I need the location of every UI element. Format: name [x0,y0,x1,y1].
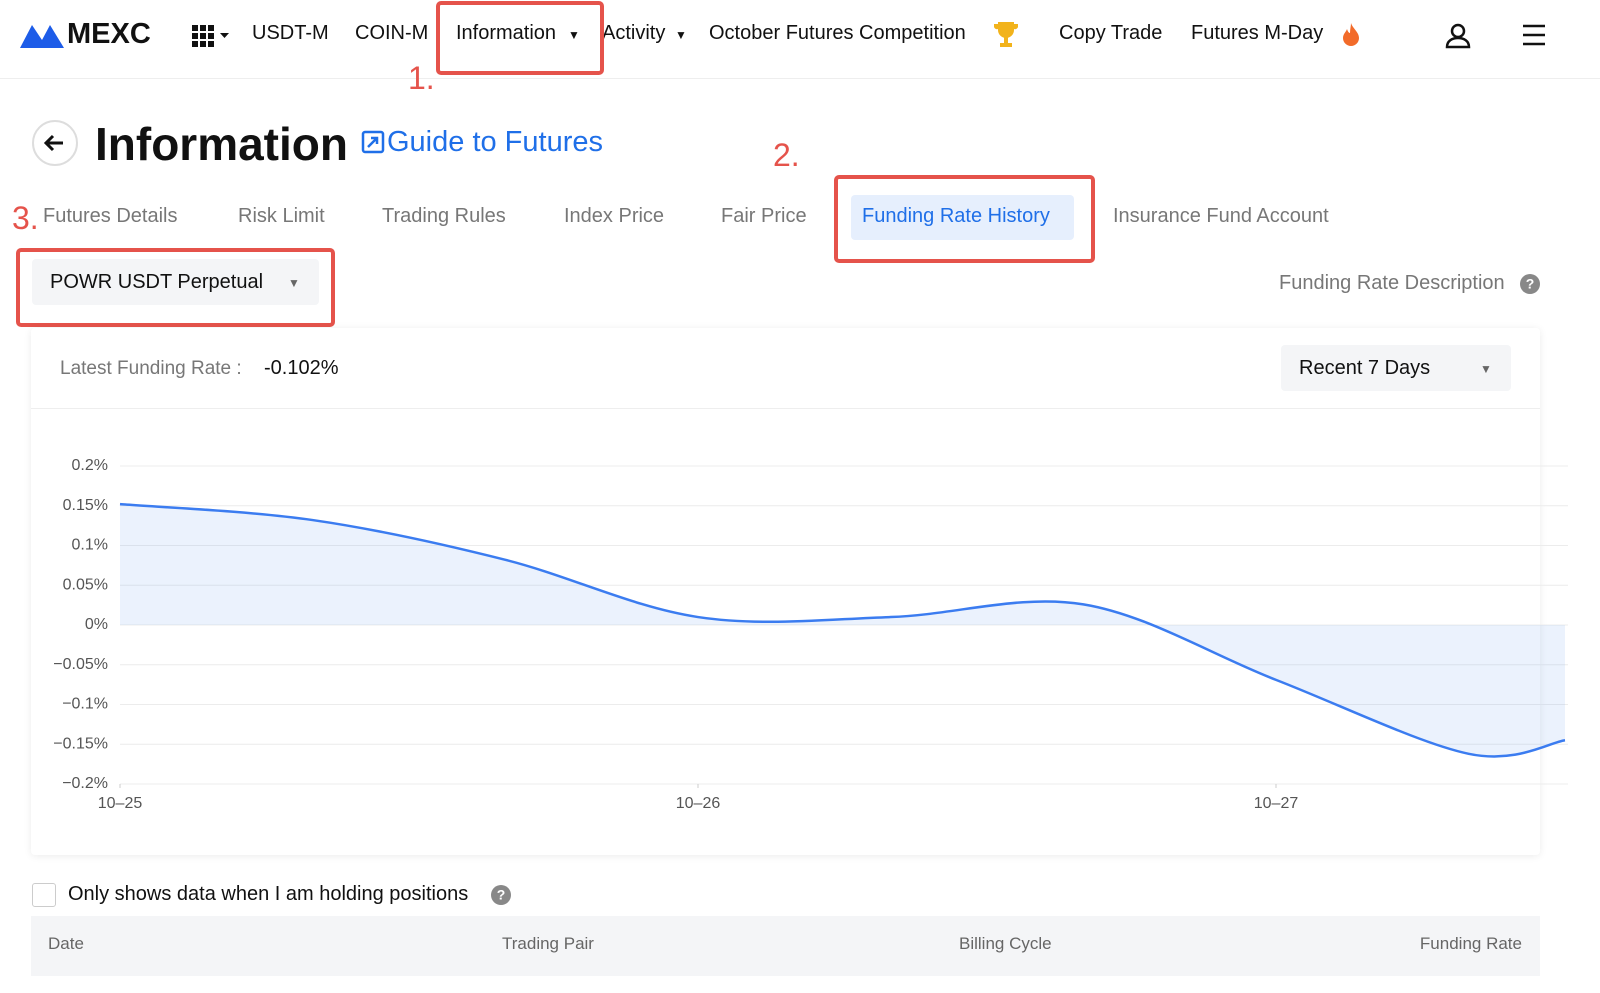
y-tick-label: −0.05% [53,656,108,673]
description-link[interactable]: Funding Rate Description [1279,272,1505,294]
tab[interactable]: Insurance Fund Account [1113,205,1329,227]
filter-label: Only shows data when I am holding positi… [68,883,469,905]
y-tick-label: −0.2% [62,775,108,792]
page-title: Information [95,118,348,170]
column-header: Trading Pair [502,934,594,953]
y-tick-label: 0.1% [72,537,108,554]
back-button[interactable] [31,119,79,167]
range-select[interactable] [1281,345,1511,391]
y-tick-label: 0.2% [72,457,108,474]
help-icon: ? [491,885,511,905]
y-tick-label: −0.15% [53,735,108,752]
latest-value: -0.102% [264,357,339,379]
tab-active[interactable]: Funding Rate History [862,205,1050,227]
highlight-box [16,248,335,327]
latest-label: Latest Funding Rate : [60,358,242,379]
caret: ▼ [568,28,580,42]
nav-item[interactable]: Copy Trade [1059,22,1163,44]
x-tick-label: 10–26 [676,795,721,812]
checkbox[interactable] [32,883,56,907]
tab[interactable]: Index Price [564,205,665,227]
tab[interactable]: Futures Details [43,205,178,227]
logo[interactable]: MEXC [67,18,151,50]
x-tick-label: 10–25 [98,795,143,812]
nav-bar [0,0,1600,79]
nav-item[interactable]: COIN-M [355,22,429,44]
contract-select[interactable] [32,259,319,305]
apps-icon[interactable] [192,25,230,47]
nav-item[interactable]: Information [456,22,557,44]
area [120,504,1565,757]
divider [31,408,1540,409]
nav-item[interactable]: Futures M-Day [1191,22,1324,44]
active-tab-bg [851,195,1074,240]
menu-icon[interactable] [1522,24,1546,46]
user-icon[interactable] [1444,22,1472,50]
y-tick-label: 0.05% [63,576,108,593]
svg-text:?: ? [497,887,506,903]
caret: ▼ [675,28,687,42]
guide-link[interactable]: Guide to Futures [387,126,603,158]
svg-text:?: ? [1526,276,1535,292]
y-tick-label: 0% [85,616,108,633]
annotation: 3. [12,200,39,236]
nav-item[interactable]: October Futures Competition [709,22,966,44]
y-tick-label: 0.15% [63,497,108,514]
range-text: Recent 7 Days [1299,357,1431,379]
nav-item[interactable]: Activity [602,22,666,44]
caret: ▼ [1480,362,1492,376]
tab[interactable]: Fair Price [721,205,807,227]
annotation: 1. [408,60,435,96]
column-header: Billing Cycle [959,934,1052,953]
line [119,502,1566,758]
guide-icon [361,130,385,154]
column-header: Date [48,934,84,953]
trophy-icon [994,22,1018,47]
logo-icon [20,25,64,48]
select-text: POWR USDT Perpetual [50,271,264,293]
highlight-box [436,1,604,75]
table-header [31,916,1540,976]
nav-item[interactable]: USDT-M [252,22,329,44]
highlight-box [834,175,1095,263]
x-tick-label: 10–27 [1254,795,1299,812]
caret: ▼ [288,276,300,290]
column-header: Funding Rate [1419,934,1522,953]
annotation: 2. [773,137,800,173]
y-tick-label: −0.1% [62,696,108,713]
tab[interactable]: Trading Rules [382,205,506,227]
tab[interactable]: Risk Limit [238,205,325,227]
fire-icon [1343,23,1359,46]
help-icon: ? [1520,274,1540,294]
